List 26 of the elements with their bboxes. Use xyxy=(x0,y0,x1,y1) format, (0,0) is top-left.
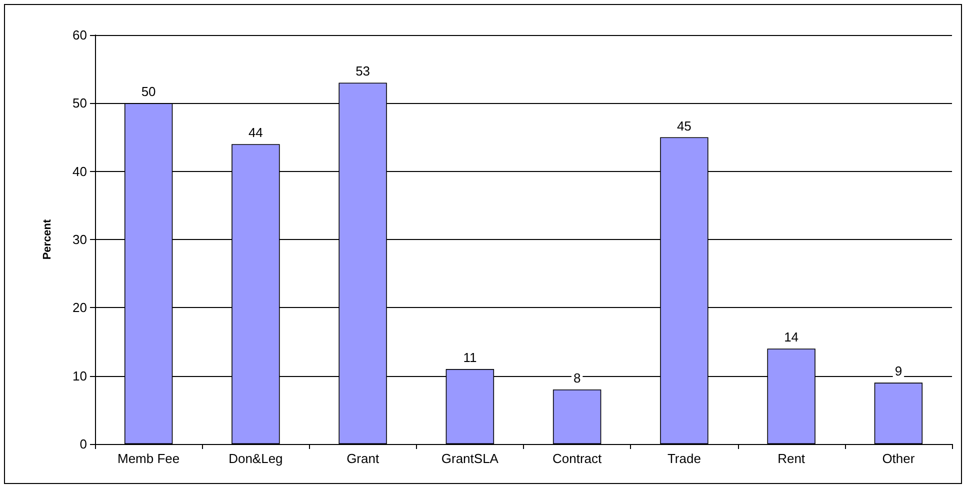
x-tick-label: Memb Fee xyxy=(117,451,180,466)
bar xyxy=(874,382,923,444)
data-label: 50 xyxy=(141,84,156,100)
data-label: 9 xyxy=(894,364,902,379)
bar xyxy=(552,389,602,444)
y-tick-label: 60 xyxy=(72,28,87,42)
x-tick-label: Trade xyxy=(667,451,701,466)
y-tick-label: 50 xyxy=(72,96,87,111)
y-axis-title: Percent xyxy=(42,218,54,260)
x-tick-label: GrantSLA xyxy=(441,451,499,466)
x-tick-label: Don&Leg xyxy=(228,451,283,466)
y-tick-label: 40 xyxy=(72,164,87,179)
x-tick-label: Other xyxy=(882,451,916,466)
data-label: 11 xyxy=(463,350,477,366)
data-label: 44 xyxy=(248,125,263,140)
y-tick-label: 0 xyxy=(80,436,87,452)
y-tick-label: 20 xyxy=(72,300,87,316)
x-tick-label: Contract xyxy=(552,451,602,466)
data-label: 45 xyxy=(676,118,692,134)
y-tick-label: 10 xyxy=(72,368,87,384)
data-label: 14 xyxy=(784,330,799,345)
data-label: 53 xyxy=(356,64,370,79)
x-tick-label: Rent xyxy=(778,451,806,466)
data-label: 8 xyxy=(573,370,581,386)
y-tick-label: 30 xyxy=(72,232,87,247)
x-tick-label: Grant xyxy=(346,451,380,466)
